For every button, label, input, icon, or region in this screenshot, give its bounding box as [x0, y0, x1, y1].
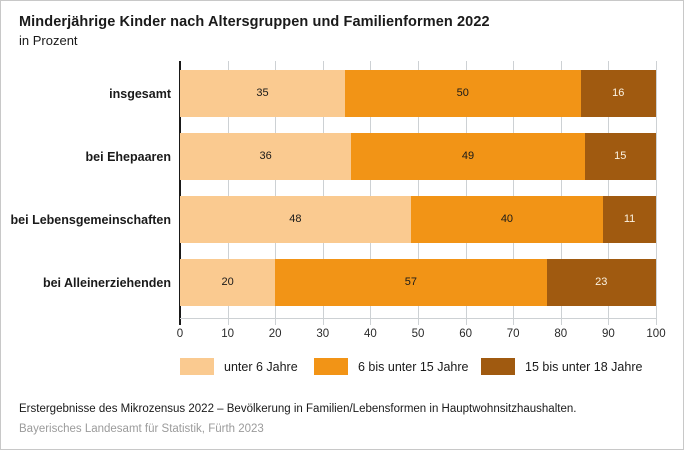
x-tick-label: 40 — [363, 328, 377, 340]
gridline — [322, 61, 324, 325]
chart-subtitle: in Prozent — [19, 33, 78, 48]
legend-swatch — [180, 358, 214, 375]
legend-label: 15 bis unter 18 Jahre — [525, 359, 643, 374]
bar-value-label: 50 — [456, 87, 469, 99]
bar-segment: 16 — [580, 70, 656, 117]
x-tick-label: 0 — [176, 328, 184, 340]
bar-segment: 40 — [410, 196, 604, 243]
bar-segment: 20 — [180, 259, 276, 306]
gridline — [370, 61, 372, 325]
bar-segment: 49 — [351, 133, 585, 180]
gridline — [513, 61, 515, 325]
bar-value-label: 15 — [614, 150, 627, 162]
gridline — [560, 61, 562, 325]
x-tick-label: 90 — [601, 328, 615, 340]
category-label: insgesamt — [109, 86, 171, 101]
category-label: bei Alleinerziehenden — [42, 275, 171, 290]
legend-item: 6 bis unter 15 Jahre — [314, 358, 469, 375]
bar-value-label: 16 — [612, 87, 625, 99]
bar-row: 20 57 23 — [180, 259, 656, 306]
category-label: bei Ehepaaren — [85, 149, 171, 164]
legend-swatch — [314, 358, 348, 375]
bar-segment: 36 — [180, 133, 352, 180]
bar-value-label: 23 — [595, 276, 608, 288]
category-label: bei Lebensgemeinschaften — [10, 212, 171, 227]
bar-value-label: 36 — [259, 150, 272, 162]
bar-value-label: 11 — [623, 213, 636, 225]
x-tick-label: 10 — [221, 328, 234, 340]
bar-segment: 48 — [180, 196, 411, 243]
bar-value-label: 40 — [500, 213, 514, 225]
gridline — [465, 61, 467, 325]
bar-value-label: 49 — [461, 150, 475, 162]
plot-area: 35 50 16 36 49 15 48 40 11 20 57 23 — [179, 61, 657, 325]
x-axis: 0 10 20 30 40 50 60 70 80 90 100 — [177, 328, 666, 344]
legend-item: unter 6 Jahre — [180, 358, 298, 375]
bar-value-label: 20 — [221, 276, 234, 288]
legend-label: unter 6 Jahre — [224, 359, 298, 374]
bar-segment: 57 — [275, 259, 547, 306]
x-tick-label: 50 — [411, 328, 425, 340]
bar-segment: 11 — [603, 196, 656, 243]
publisher-note: Bayerisches Landesamt für Statistik, Für… — [19, 423, 264, 435]
x-tick-label: 60 — [459, 328, 472, 340]
bar-segment: 35 — [180, 70, 345, 117]
gridline — [275, 61, 277, 325]
bar-segment: 50 — [344, 70, 581, 117]
bar-value-label: 57 — [404, 276, 417, 288]
x-tick-label: 80 — [554, 328, 568, 340]
bar-row: 48 40 11 — [180, 196, 656, 243]
source-note: Erstergebnisse des Mikrozensus 2022 – Be… — [19, 403, 577, 415]
x-tick-label: 30 — [316, 328, 330, 340]
bar-segment: 15 — [584, 133, 656, 180]
x-tick-label: 100 — [646, 328, 666, 340]
x-tick-label: 70 — [506, 328, 520, 340]
gridline — [227, 61, 229, 325]
chart-title: Minderjährige Kinder nach Altersgruppen … — [19, 14, 490, 30]
legend: unter 6 Jahre 6 bis unter 15 Jahre 15 bis … — [180, 358, 670, 378]
x-tick-label: 20 — [268, 328, 282, 340]
x-axis-baseline — [180, 318, 656, 319]
gridline — [656, 61, 657, 325]
legend-item: 15 bis unter 18 Jahre — [481, 358, 642, 375]
bar-segment: 23 — [546, 259, 656, 306]
gridline — [608, 61, 610, 325]
category-axis: insgesamt bei Ehepaaren bei Lebensgemeinsc… — [9, 61, 171, 318]
bar-row: 36 49 15 — [180, 133, 656, 180]
bar-value-label: 35 — [256, 87, 269, 99]
y-axis-line — [179, 61, 181, 325]
gridline — [418, 61, 419, 325]
legend-swatch — [481, 358, 515, 375]
bar-value-label: 48 — [289, 213, 302, 225]
bar-row: 35 50 16 — [180, 70, 656, 117]
legend-label: 6 bis unter 15 Jahre — [358, 359, 469, 374]
